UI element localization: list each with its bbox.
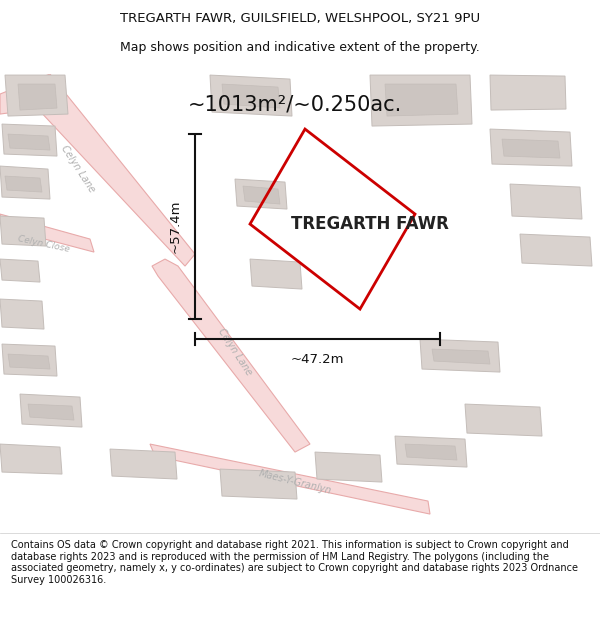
Text: TREGARTH FAWR: TREGARTH FAWR xyxy=(291,215,449,233)
Polygon shape xyxy=(20,394,82,427)
Polygon shape xyxy=(250,259,302,289)
Polygon shape xyxy=(2,344,57,376)
Polygon shape xyxy=(222,84,280,108)
Polygon shape xyxy=(152,259,310,452)
Polygon shape xyxy=(490,129,572,166)
Polygon shape xyxy=(2,124,57,156)
Polygon shape xyxy=(465,404,542,436)
Polygon shape xyxy=(370,75,472,126)
Polygon shape xyxy=(5,176,42,192)
Polygon shape xyxy=(243,186,280,204)
Polygon shape xyxy=(28,404,74,420)
Text: Celyn Lane: Celyn Lane xyxy=(59,144,97,194)
Polygon shape xyxy=(0,74,195,266)
Text: ~57.4m: ~57.4m xyxy=(169,200,182,253)
Polygon shape xyxy=(0,444,62,474)
Polygon shape xyxy=(315,452,382,482)
Polygon shape xyxy=(5,75,68,116)
Text: TREGARTH FAWR, GUILSFIELD, WELSHPOOL, SY21 9PU: TREGARTH FAWR, GUILSFIELD, WELSHPOOL, SY… xyxy=(120,12,480,25)
Text: ~47.2m: ~47.2m xyxy=(291,352,344,366)
Text: Map shows position and indicative extent of the property.: Map shows position and indicative extent… xyxy=(120,41,480,54)
Polygon shape xyxy=(510,184,582,219)
Text: Celyn Close: Celyn Close xyxy=(17,234,71,254)
Polygon shape xyxy=(395,436,467,467)
Polygon shape xyxy=(0,214,94,252)
Text: Celyn Lane: Celyn Lane xyxy=(216,327,254,378)
Polygon shape xyxy=(0,299,44,329)
Polygon shape xyxy=(520,234,592,266)
Text: ~1013m²/~0.250ac.: ~1013m²/~0.250ac. xyxy=(188,94,402,114)
Polygon shape xyxy=(210,75,292,116)
Polygon shape xyxy=(385,84,458,116)
Text: Contains OS data © Crown copyright and database right 2021. This information is : Contains OS data © Crown copyright and d… xyxy=(11,540,578,585)
Polygon shape xyxy=(0,166,50,199)
Polygon shape xyxy=(0,259,40,282)
Polygon shape xyxy=(235,179,287,209)
Polygon shape xyxy=(405,444,457,460)
Polygon shape xyxy=(8,134,50,150)
Polygon shape xyxy=(502,139,560,158)
Polygon shape xyxy=(0,216,46,246)
Polygon shape xyxy=(110,449,177,479)
Polygon shape xyxy=(150,444,430,514)
Text: Maes-Y-Granlyn: Maes-Y-Granlyn xyxy=(257,468,332,496)
Polygon shape xyxy=(490,75,566,110)
Polygon shape xyxy=(220,469,297,499)
Polygon shape xyxy=(420,339,500,372)
Polygon shape xyxy=(432,349,490,364)
Polygon shape xyxy=(8,354,50,369)
Polygon shape xyxy=(18,84,57,110)
